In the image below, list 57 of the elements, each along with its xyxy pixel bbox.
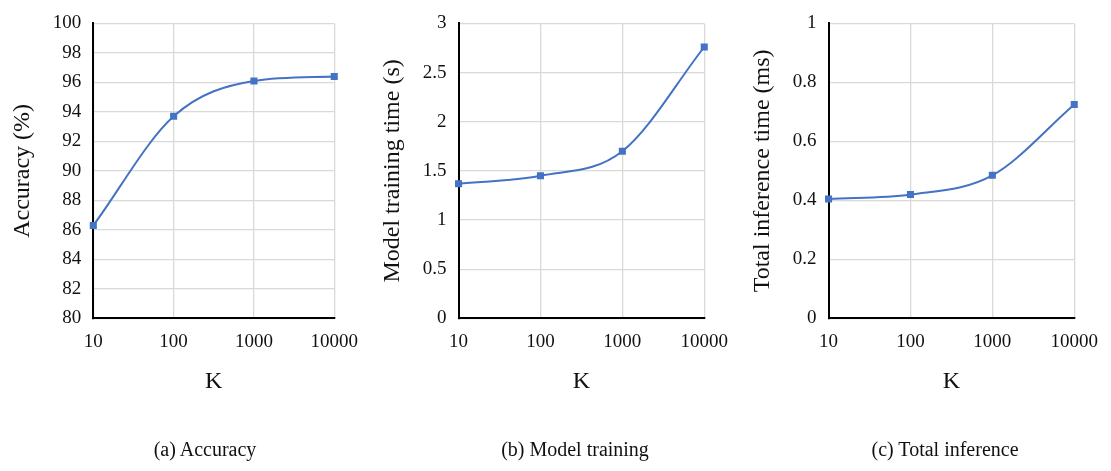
y-tick-label: 2.5 [422, 60, 447, 82]
y-tick-label: 0.6 [792, 129, 817, 151]
y-tick-label: 90 [62, 158, 82, 180]
point [455, 180, 463, 188]
point [89, 221, 97, 230]
point [1070, 100, 1078, 109]
x-tick-label: 10000 [1050, 329, 1098, 351]
y-axis-title: Accuracy (%) [7, 103, 34, 238]
x-tick-label: 10 [449, 329, 469, 351]
point [330, 72, 338, 81]
y-tick-label: 98 [62, 40, 82, 62]
point [536, 172, 544, 180]
x-tick-label: 100 [526, 329, 555, 351]
point [988, 171, 996, 179]
y-tick-label: 0.5 [422, 257, 447, 279]
y-tick-label: 100 [52, 11, 82, 33]
point [170, 112, 178, 120]
point [906, 190, 914, 199]
y-tick-label: 1 [437, 208, 447, 230]
y-tick-label: 88 [62, 188, 82, 210]
y-tick-label: 1.5 [422, 158, 447, 180]
y-tick-label: 0.2 [792, 247, 817, 269]
point [618, 147, 626, 155]
point [825, 195, 833, 203]
y-tick-label: 92 [62, 129, 82, 151]
x-tick-label: 1000 [234, 329, 273, 351]
x-tick-label: 10000 [680, 329, 728, 351]
y-axis-title: Model training time (s) [377, 59, 404, 283]
x-axis-title: K [205, 366, 224, 393]
x-tick-label: 10 [819, 329, 839, 351]
y-tick-label: 96 [62, 70, 82, 92]
y-tick-label: 80 [62, 306, 82, 328]
y-tick-label: 0.4 [792, 188, 818, 210]
y-tick-label: 0.8 [792, 70, 817, 92]
x-tick-label: 1000 [973, 329, 1012, 351]
y-tick-label: 82 [62, 276, 82, 298]
point [700, 43, 708, 51]
y-tick-label: 0 [437, 306, 447, 328]
y-tick-label: 3 [437, 11, 447, 33]
text: (c) Total inference [871, 438, 1019, 461]
y-tick-label: 1 [807, 11, 817, 33]
x-tick-label: 100 [159, 329, 188, 351]
text: (a) Accuracy [153, 438, 257, 461]
x-tick-label: 10 [83, 329, 103, 351]
x-axis-title: K [572, 366, 591, 393]
text: (b) Model training [501, 438, 649, 461]
x-axis-title: K [942, 366, 961, 393]
x-tick-label: 10000 [310, 329, 358, 351]
y-axis-title: Total inference time (ms) [747, 49, 774, 293]
x-tick-label: 100 [896, 329, 925, 351]
y-tick-label: 86 [62, 217, 82, 239]
y-tick-label: 94 [62, 99, 82, 121]
point [250, 77, 258, 85]
x-tick-label: 1000 [603, 329, 642, 351]
y-tick-label: 84 [62, 247, 82, 269]
y-tick-label: 2 [437, 109, 447, 131]
y-tick-label: 0 [807, 306, 817, 328]
